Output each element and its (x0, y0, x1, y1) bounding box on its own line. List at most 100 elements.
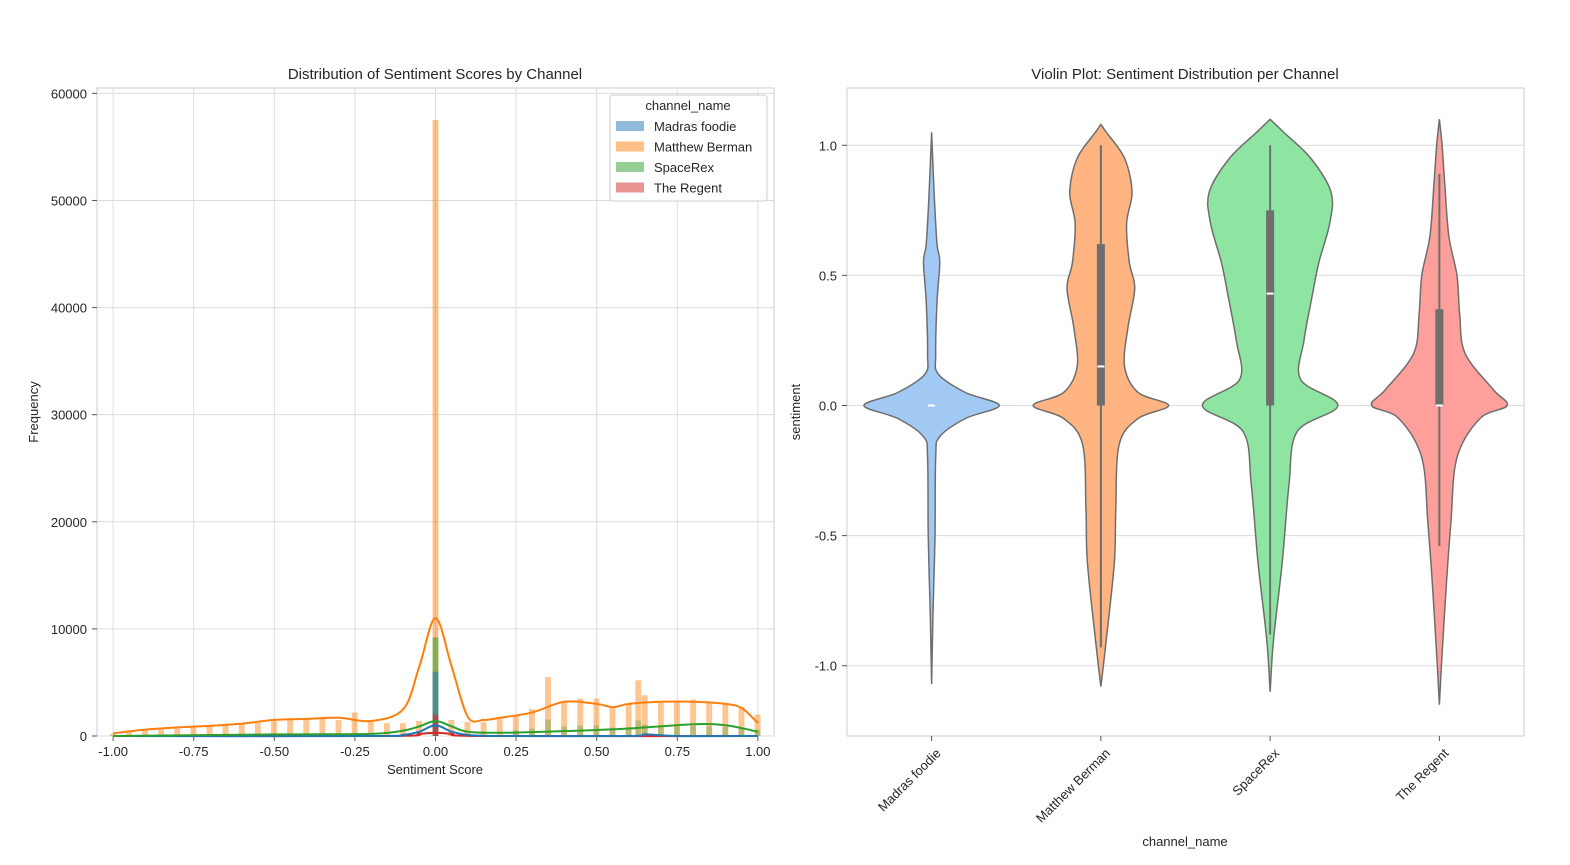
histogram-x-tick-label: -0.50 (259, 744, 289, 759)
violin-body-madras-foodie (863, 132, 1001, 684)
violin-y-tick-label: -0.5 (815, 529, 837, 544)
histogram-bar-matthew-berman (754, 714, 761, 736)
histogram-bar-matthew-berman (738, 707, 745, 736)
histogram-kde-line-spacerex (113, 720, 759, 737)
legend-label-the-regent: The Regent (654, 181, 722, 196)
histogram-bar-matthew-berman (271, 721, 277, 736)
histogram-bar-matthew-berman (496, 718, 503, 736)
histogram-bar-matthew-berman (464, 722, 471, 736)
histogram-bar-matthew-berman (126, 732, 132, 736)
histogram-bar-matthew-berman (609, 706, 616, 736)
histogram-bar-spacerex (690, 725, 697, 736)
histogram-x-tick-label: 0.25 (503, 744, 528, 759)
histogram-x-tick-label: 0.75 (665, 744, 690, 759)
histogram-bar-matthew-berman (635, 680, 642, 736)
violin-title: Violin Plot: Sentiment Distribution per … (1031, 66, 1338, 83)
histogram-y-tick-label: 60000 (51, 86, 87, 101)
histogram-zero-spike-matthew-berman (432, 120, 439, 737)
histogram-bar-spacerex (722, 727, 729, 736)
histogram-panel: -1.00 -0.75 -0.50 -0.25 0.00 0.25 0.50 0.75 1.00… (26, 66, 775, 777)
histogram-bar-matthew-berman (190, 727, 197, 736)
histogram-bar-matthew-berman (383, 723, 390, 736)
violin-y-tick-label: 0.0 (819, 398, 837, 413)
histogram-y-axis-label: Frequency (26, 381, 41, 443)
histogram-y-tick-labels: 0 10000 20000 30000 40000 50000 60000 (51, 86, 87, 744)
histogram-bar-matthew-berman (335, 719, 342, 736)
histogram-x-tick-label: -0.25 (340, 744, 370, 759)
histogram-bar-matthew-berman (254, 723, 261, 736)
histogram-y-tick-label: 20000 (51, 515, 87, 530)
histogram-legend: channel_name Madras foodie Matthew Berman… (609, 94, 768, 202)
histogram-bar-matthew-berman (690, 699, 697, 736)
histogram-bar-matthew-berman (593, 698, 600, 736)
histogram-y-tick-label: 50000 (51, 193, 87, 208)
legend-frame (609, 94, 768, 202)
histogram-bar-matthew-berman (400, 723, 406, 736)
histogram-bar-spacerex (545, 719, 551, 736)
histogram-bar-matthew-berman (561, 701, 568, 736)
histogram-bar-matthew-berman (222, 725, 229, 736)
histogram-bar-matthew-berman (528, 709, 535, 736)
histogram-x-tick-label: -1.00 (98, 744, 128, 759)
violin-x-axis-label: channel_name (1142, 834, 1227, 849)
legend-swatch-spacerex (616, 162, 644, 172)
histogram-bar-spacerex (738, 727, 745, 736)
histogram-y-tick-label: 40000 (51, 301, 87, 316)
violin-iqr-box-spacerex (1266, 210, 1275, 406)
histogram-bar-spacerex (609, 727, 616, 736)
histogram-bar-matthew-berman (657, 702, 664, 736)
histogram-bar-matthew-berman (238, 724, 245, 736)
histogram-x-tick-label: 0.50 (584, 744, 609, 759)
histogram-zero-spike-madras-foodie (432, 671, 439, 736)
histogram-bar-matthew-berman (577, 698, 584, 736)
legend-swatch-matthew-berman (616, 141, 644, 152)
histogram-bar-matthew-berman (416, 721, 423, 736)
histogram-y-tick-label: 10000 (51, 622, 87, 637)
histogram-bar-matthew-berman (351, 712, 358, 736)
violin-shapes (863, 118, 1509, 705)
histogram-bar-matthew-berman (158, 729, 165, 736)
legend-swatch-madras-foodie (616, 121, 644, 131)
legend-swatch-the-regent (616, 182, 644, 193)
histogram-bar-matthew-berman (480, 722, 487, 736)
histogram-kde-lines (113, 617, 759, 738)
violin-panel: -1.0-0.50.00.51.0 Madras foodie Matthew B… (788, 66, 1525, 849)
histogram-title: Distribution of Sentiment Scores by Chan… (288, 66, 582, 83)
histogram-bar-spacerex (674, 726, 680, 736)
histogram-bars (109, 120, 761, 737)
histogram-x-axis-label: Sentiment Score (387, 762, 483, 777)
violin-iqr-box-the-regent (1435, 309, 1444, 406)
histogram-bar-matthew-berman (142, 730, 148, 736)
histogram-bar-matthew-berman (206, 726, 213, 736)
histogram-bar-matthew-berman (706, 701, 713, 736)
violin-y-tick-labels: -1.0 -0.5 0.0 0.5 1.0 (815, 138, 837, 673)
violin-iqr-box-matthew-berman (1096, 244, 1105, 406)
histogram-bar-spacerex (625, 727, 632, 736)
violin-y-tick-label: 0.5 (819, 268, 837, 283)
violin-y-tick-label: 1.0 (819, 138, 837, 153)
histogram-bar-matthew-berman (303, 719, 310, 736)
histogram-bar-matthew-berman (174, 728, 181, 736)
histogram-bar-matthew-berman (319, 718, 326, 736)
histogram-bar-matthew-berman (367, 722, 374, 736)
histogram-bar-matthew-berman (512, 715, 519, 736)
histogram-x-tick-label: 0.00 (423, 744, 448, 759)
legend-label-spacerex: SpaceRex (654, 160, 714, 175)
violin-y-tick-label: -1.0 (815, 659, 837, 674)
histogram-x-tick-label: -0.75 (179, 744, 209, 759)
histogram-kde-line-matthew-berman (113, 617, 759, 735)
histogram-bar-spacerex (657, 726, 664, 736)
histogram-bar-matthew-berman (109, 733, 116, 736)
histogram-x-tick-labels: -1.00 -0.75 -0.50 -0.25 0.00 0.25 0.50 0.75 1.00 (98, 744, 770, 759)
histogram-bar-spacerex (706, 726, 713, 736)
histogram-bar-spacerex (754, 730, 761, 736)
histogram-x-tick-label: 1.00 (745, 744, 770, 759)
histogram-bar-spacerex (641, 724, 648, 736)
histogram-kde-line-madras-foodie (113, 724, 758, 738)
histogram-bar-matthew-berman (287, 719, 294, 736)
histogram-bar-matthew-berman (625, 703, 632, 736)
histogram-y-tick-label: 30000 (51, 408, 87, 423)
histogram-bar-matthew-berman (641, 695, 648, 736)
legend-label-madras-foodie: Madras foodie (654, 119, 736, 134)
